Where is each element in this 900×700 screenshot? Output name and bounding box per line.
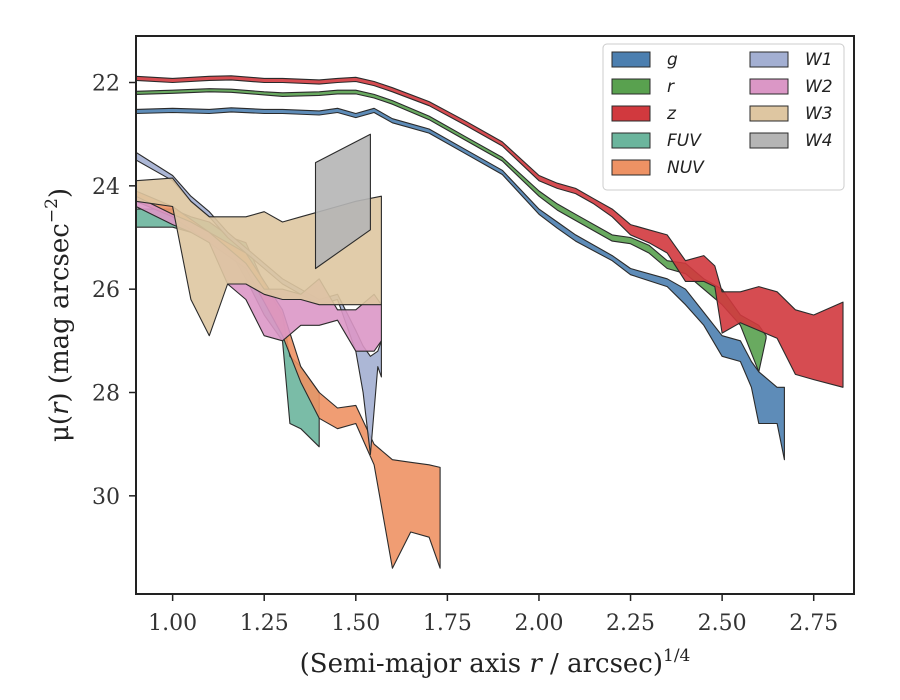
legend-swatch-w1 [749, 51, 789, 68]
band-r [136, 88, 767, 373]
x-tick-label: 2.00 [514, 611, 563, 636]
legend-swatch-w3 [749, 105, 789, 122]
legend-label-nuv: NUV [667, 158, 705, 178]
legend-label-w2: W2 [805, 77, 833, 97]
x-axis-label: (Semi-major axis r / arcsec)1/4 [300, 646, 691, 679]
legend-swatch-g [611, 51, 651, 68]
legend-label-w1: W1 [805, 50, 833, 70]
plot-frame [135, 35, 855, 595]
x-axis-ticks: 1.00 1.25 1.50 1.75 2.00 2.25 2.50 2.75 [148, 594, 838, 636]
band-g [136, 107, 785, 461]
x-tick-label: 1.50 [331, 611, 380, 636]
legend: grz FUV NUV W1 W2 W3 W4 [602, 43, 845, 191]
band-z [136, 75, 844, 388]
legend-swatch-w4 [749, 132, 789, 149]
x-tick-label: 2.75 [789, 611, 838, 636]
legend-swatch-fuv [611, 132, 651, 149]
y-tick-label: 30 [92, 485, 120, 510]
y-axis-label: μ(r) (mag arcsec−2) [42, 188, 75, 442]
y-tick-label: 22 [92, 72, 120, 97]
legend-label-r: r [667, 77, 675, 97]
legend-swatch-nuv [611, 159, 651, 176]
x-tick-label: 2.50 [698, 611, 747, 636]
legend-label-w3: W3 [805, 104, 833, 124]
x-tick-label: 1.75 [423, 611, 472, 636]
legend-swatch-r [611, 78, 651, 95]
y-tick-label: 24 [92, 175, 120, 200]
legend-label-g: g [667, 50, 678, 70]
x-tick-label: 2.25 [606, 611, 655, 636]
series-layer [136, 75, 844, 569]
y-tick-label: 28 [92, 382, 120, 407]
legend-label-w4: W4 [805, 131, 833, 151]
band-w4 [314, 133, 371, 270]
legend-swatch-w2 [749, 78, 789, 95]
y-tick-label: 26 [92, 278, 120, 303]
y-axis-ticks: 22 24 26 28 30 [92, 72, 136, 510]
legend-label-fuv: FUV [667, 131, 702, 151]
x-tick-label: 1.25 [240, 611, 289, 636]
legend-label-z: z [666, 104, 677, 124]
legend-swatch-z [611, 105, 651, 122]
x-tick-label: 1.00 [148, 611, 197, 636]
